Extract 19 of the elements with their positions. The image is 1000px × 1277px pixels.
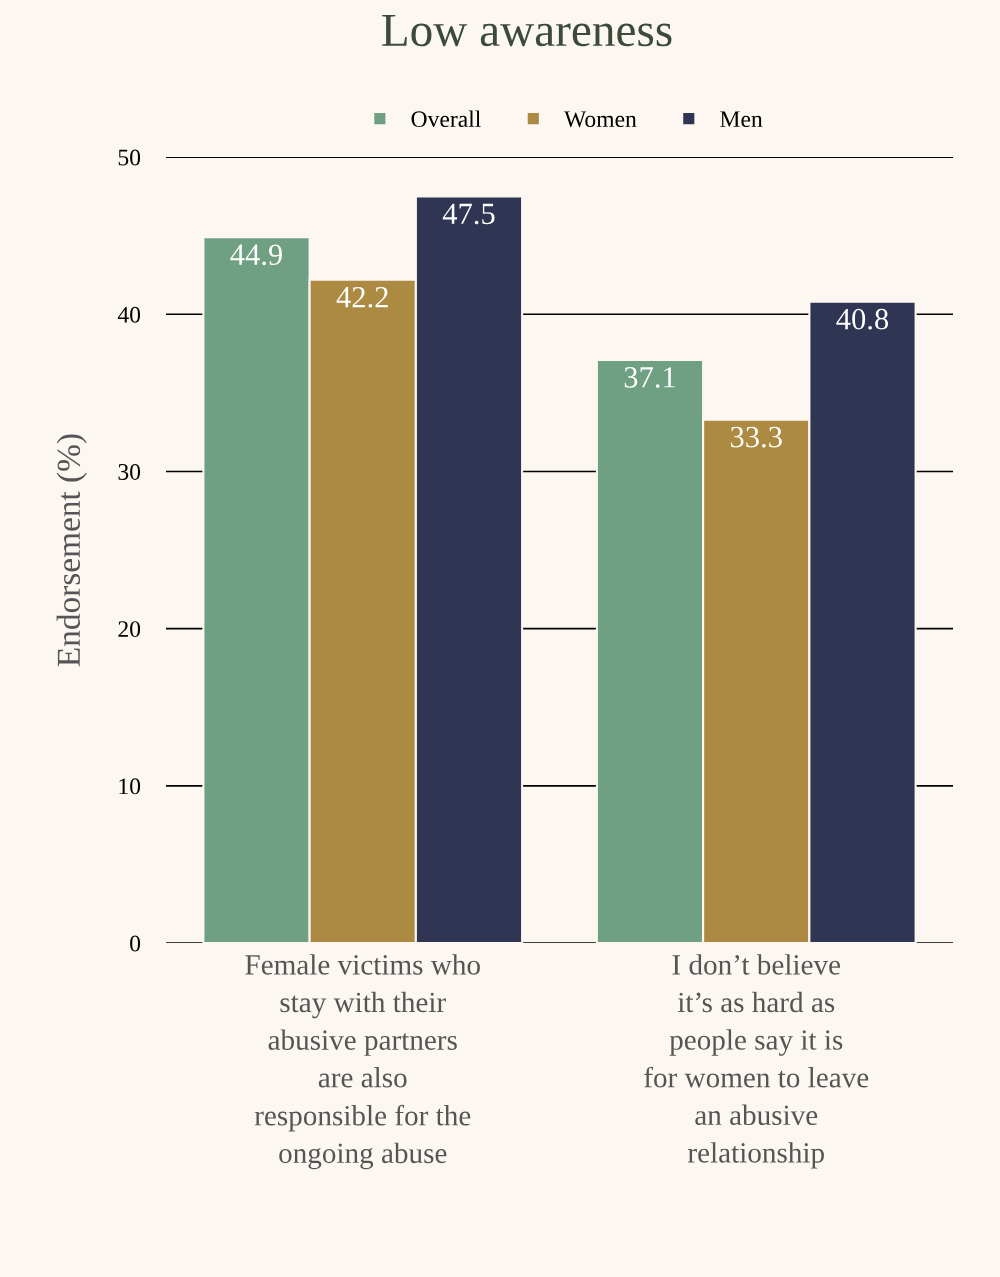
data-label: 44.9: [230, 244, 282, 266]
chart-title: Low awareness: [382, 14, 672, 47]
data-label: 37.1: [624, 367, 675, 388]
y-tick-label: 10: [119, 778, 141, 795]
x-tick-label: I don’t believe it’s as hard as people say it is for women to leave an abusive relationship: [644, 954, 869, 1169]
data-label: 42.2: [336, 286, 388, 308]
y-tick-label: 40: [117, 306, 141, 323]
legend-label: Women: [564, 111, 637, 128]
legend-label: Overall: [411, 110, 481, 128]
y-tick-label: 50: [118, 149, 141, 166]
y-tick-label: 0: [130, 935, 141, 952]
data-label: 40.8: [836, 308, 889, 330]
x-tick-label: Female victims who stay with their abusive partners are also responsible for the ongoing abuse: [245, 954, 480, 1170]
legend-label: Men: [720, 111, 763, 128]
y-axis-title: Endorsement (%): [56, 434, 87, 667]
data-label: 33.3: [730, 426, 782, 448]
y-tick-label: 20: [118, 621, 141, 638]
y-tick-label: 30: [118, 463, 141, 480]
data-label: 47.5: [442, 203, 495, 225]
